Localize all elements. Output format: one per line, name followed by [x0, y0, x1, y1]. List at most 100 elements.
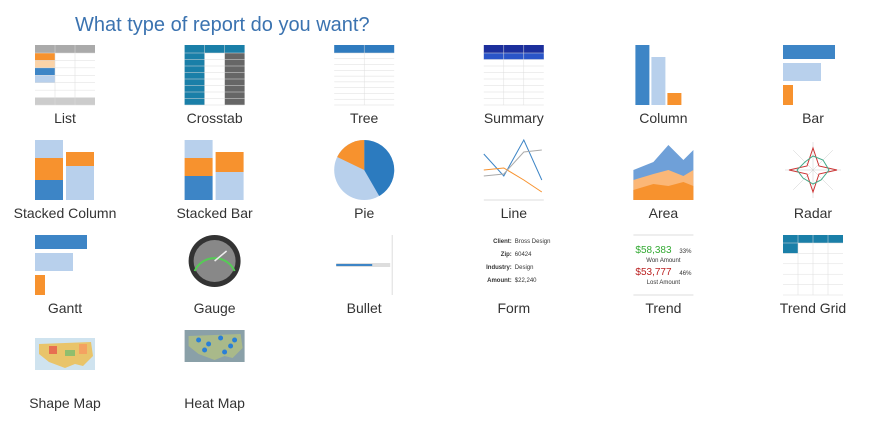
radar-shape [788, 146, 838, 194]
table-cell [224, 66, 245, 73]
report-option[interactable]: Bullet [336, 235, 393, 316]
heat-point [222, 349, 228, 355]
report-option[interactable]: Column [635, 45, 688, 126]
table-cell [224, 85, 245, 92]
shape [35, 158, 63, 180]
report-label: Area [649, 205, 679, 221]
table-cell [184, 79, 205, 86]
report-label: Stacked Column [14, 205, 117, 221]
field-value: Bross Design [515, 239, 551, 245]
report-option[interactable]: Bar [783, 45, 835, 126]
report-option[interactable]: $58,383 33% Won Amount $53,777 46% Lost Amoun… [633, 234, 694, 316]
field-label: Industry: [486, 265, 512, 271]
thumbnail [184, 45, 245, 106]
pie-slice [364, 139, 395, 196]
table-cell [184, 85, 205, 92]
field-label: Client: [493, 239, 512, 245]
shape [35, 140, 63, 158]
report-option[interactable]: Area [633, 145, 694, 221]
report-option[interactable]: Tree [334, 45, 395, 126]
report-option[interactable]: Client: Bross Design Zip: 60424 Industry: Des… [486, 239, 550, 316]
report-label: Stacked Bar [176, 205, 253, 221]
thumbnail [334, 45, 395, 106]
table-cell [184, 66, 205, 73]
shape [783, 85, 793, 105]
table-cell [35, 97, 55, 105]
report-label: Pie [354, 205, 374, 221]
report-option[interactable]: Stacked Bar [176, 140, 253, 221]
lost-amount: $53,777 [635, 267, 672, 278]
shape [184, 140, 213, 158]
thumbnail [483, 45, 544, 106]
shape [65, 350, 75, 356]
heat-point [218, 335, 224, 341]
table-cell [35, 82, 55, 91]
field-label: Zip: [501, 252, 512, 258]
report-option[interactable]: List [35, 45, 95, 126]
table-cell [35, 90, 55, 98]
table-cell [224, 98, 245, 105]
thumbnail [334, 139, 395, 200]
report-option[interactable]: Summary [483, 45, 544, 126]
report-label: Gantt [48, 300, 82, 316]
line-shape [483, 138, 543, 181]
thumbnail [188, 235, 241, 287]
report-option[interactable]: Radar [785, 142, 841, 221]
table-header [35, 45, 95, 53]
pie-slice [337, 140, 365, 170]
table-cell [224, 92, 245, 99]
report-label: List [54, 110, 76, 126]
shape [215, 152, 244, 172]
table-cell [55, 97, 75, 105]
won-label: Won Amount [646, 258, 681, 264]
line-shape [483, 167, 543, 193]
thumbnail: $58,383 33% Won Amount $53,777 46% Lost Amoun… [633, 234, 694, 296]
table-cell [523, 53, 544, 60]
shape [66, 166, 94, 200]
report-label: Trend [645, 300, 681, 316]
shape [35, 180, 63, 200]
shape [35, 253, 73, 271]
shape [79, 344, 87, 354]
report-label: Summary [484, 110, 544, 126]
report-label: Bullet [347, 300, 382, 316]
table-cell [35, 75, 55, 83]
thumbnail [184, 140, 244, 200]
report-label: Tree [350, 110, 378, 126]
report-option[interactable]: Heat Map [184, 330, 245, 411]
thumbnail [633, 145, 694, 200]
lost-label: Lost Amount [647, 280, 681, 286]
report-option[interactable]: Shape Map [29, 338, 101, 411]
report-option[interactable]: Line [483, 138, 544, 221]
thumbnail [35, 235, 87, 295]
table-cell [224, 72, 245, 79]
page-title: What type of report do you want? [75, 14, 370, 36]
table-cell [503, 53, 524, 60]
report-label: Heat Map [184, 395, 245, 411]
report-option[interactable]: Gantt [35, 235, 87, 316]
shape [667, 93, 682, 105]
shape [783, 45, 835, 59]
line-shape [214, 250, 228, 262]
shape [66, 152, 94, 166]
report-option[interactable]: Stacked Column [14, 140, 117, 221]
table-cell [224, 53, 245, 60]
table-cell [35, 53, 55, 61]
shape [215, 172, 244, 200]
report-option[interactable]: Trend Grid [780, 235, 846, 316]
table-cell [184, 72, 205, 79]
report-option[interactable]: Crosstab [184, 45, 245, 126]
heat-point [206, 341, 212, 347]
table-cell [184, 53, 205, 60]
table-cell [783, 243, 798, 254]
thumbnail [184, 330, 245, 362]
table-header [483, 45, 544, 53]
map-shape [188, 334, 243, 360]
table-header [184, 45, 245, 53]
won-pct: 33% [679, 249, 692, 255]
report-option[interactable]: Pie [334, 139, 395, 221]
report-label: Bar [802, 110, 824, 126]
report-option[interactable]: Gauge [188, 235, 241, 316]
thumbnail [483, 138, 544, 201]
